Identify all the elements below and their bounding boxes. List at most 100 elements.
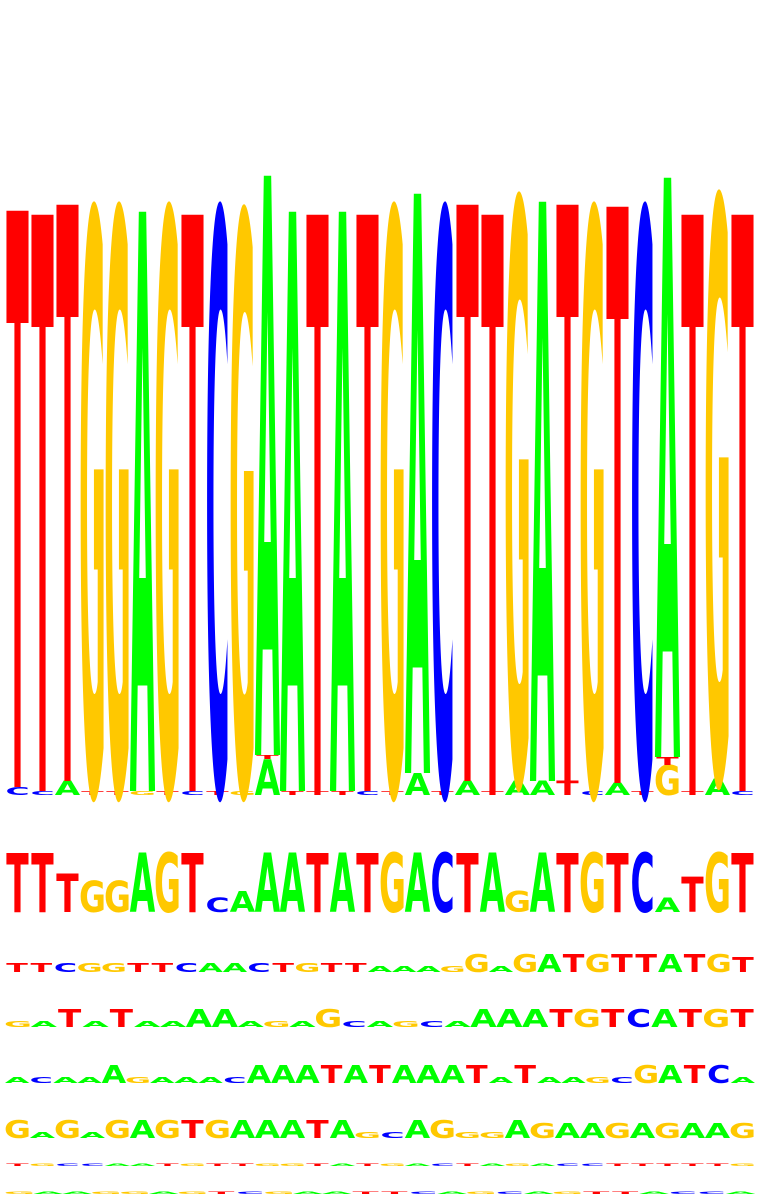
- letter-A: A: [289, 1019, 316, 1029]
- letter-T: T: [563, 949, 585, 978]
- letter-G: G: [479, 1130, 506, 1140]
- letter-T: T: [321, 961, 343, 975]
- letter-G: G: [702, 1005, 730, 1034]
- letter-G: G: [579, 836, 606, 932]
- letter-T: T: [556, 778, 579, 800]
- letter-G: G: [504, 886, 531, 920]
- letter-T: T: [356, 836, 379, 932]
- letter-T: T: [706, 1163, 729, 1167]
- letter-A: A: [230, 886, 256, 920]
- letter-T: T: [481, 790, 503, 797]
- letter-T: T: [127, 961, 149, 975]
- letter-A: A: [437, 1191, 467, 1195]
- letter-T: T: [231, 1163, 254, 1167]
- letter-T: T: [431, 790, 453, 797]
- letter-A: A: [255, 749, 281, 807]
- letter-A: A: [160, 1019, 187, 1029]
- letter-A: A: [367, 1019, 394, 1029]
- letter-C: C: [55, 1163, 79, 1167]
- letter-T: T: [583, 1191, 610, 1195]
- letter-G: G: [585, 949, 611, 978]
- letter-G: G: [704, 836, 731, 932]
- letter-T: T: [306, 58, 329, 978]
- letter-T: T: [681, 1163, 704, 1167]
- letter-T: T: [352, 1191, 379, 1195]
- letter-C: C: [54, 961, 77, 975]
- letter-A: A: [605, 780, 630, 799]
- letter-C: C: [630, 53, 654, 979]
- letter-G: G: [104, 53, 131, 979]
- letter-A: A: [392, 1060, 417, 1089]
- letter-G: G: [254, 1163, 281, 1167]
- letter-G: G: [729, 1163, 756, 1167]
- letter-C: C: [626, 1005, 651, 1034]
- letter-T: T: [56, 48, 79, 968]
- letter-A: A: [280, 1115, 306, 1144]
- letter-C: C: [80, 1163, 104, 1167]
- letter-C: C: [5, 785, 29, 798]
- letter-T: T: [514, 1060, 536, 1089]
- letter-C: C: [580, 1163, 604, 1167]
- letter-A: A: [630, 1120, 656, 1143]
- letter-G: G: [104, 1115, 131, 1144]
- letter-T: T: [681, 790, 703, 797]
- letter-A: A: [537, 949, 562, 978]
- letter-A: A: [322, 1191, 352, 1195]
- letter-C: C: [669, 1191, 697, 1195]
- letter-G: G: [125, 1076, 151, 1085]
- letter-T: T: [456, 1163, 479, 1167]
- letter-G: G: [4, 1019, 32, 1029]
- letter-G: G: [706, 949, 732, 978]
- letter-A: A: [480, 1163, 505, 1167]
- letter-A: A: [470, 1005, 496, 1034]
- letter-G: G: [654, 756, 681, 805]
- letter-A: A: [530, 836, 555, 932]
- letter-T: T: [58, 1005, 82, 1034]
- letter-A: A: [105, 1163, 130, 1167]
- letter-A: A: [62, 1191, 92, 1195]
- letter-A: A: [480, 836, 505, 932]
- letter-A: A: [280, 836, 305, 932]
- letter-T: T: [611, 949, 633, 978]
- letter-G: G: [704, 41, 731, 967]
- letter-A: A: [255, 1115, 281, 1144]
- letter-A: A: [705, 775, 731, 801]
- letter-C: C: [30, 1076, 53, 1085]
- letter-T: T: [272, 961, 294, 975]
- letter-T: T: [30, 961, 52, 975]
- letter-T: T: [6, 836, 29, 932]
- letter-T: T: [56, 864, 78, 925]
- letter-A: A: [31, 1019, 58, 1029]
- letter-G: G: [229, 58, 256, 978]
- letter-C: C: [342, 1019, 367, 1029]
- letter-A: A: [489, 965, 514, 974]
- letter-A: A: [405, 836, 430, 932]
- letter-T: T: [684, 949, 706, 978]
- letter-A: A: [186, 1005, 212, 1034]
- letter-A: A: [651, 1005, 677, 1034]
- letter-C: C: [419, 1019, 444, 1029]
- letter-G: G: [154, 53, 181, 979]
- letter-A: A: [130, 836, 155, 932]
- letter-A: A: [530, 43, 556, 969]
- letter-T: T: [356, 58, 379, 978]
- letter-G: G: [392, 1019, 420, 1029]
- letter-A: A: [658, 949, 683, 978]
- letter-T: T: [681, 868, 703, 924]
- letter-T: T: [481, 58, 504, 978]
- letter-A: A: [655, 19, 681, 945]
- letter-C: C: [380, 1130, 404, 1140]
- letter-G: G: [179, 1163, 206, 1167]
- letter-T: T: [631, 1163, 654, 1167]
- letter-T: T: [681, 58, 704, 978]
- letter-A: A: [330, 1115, 356, 1144]
- letter-G: G: [77, 961, 103, 975]
- letter-T: T: [656, 755, 679, 768]
- letter-G: G: [263, 1019, 291, 1029]
- letter-T: T: [106, 790, 128, 797]
- letter-C: C: [630, 836, 654, 932]
- letter-A: A: [198, 1076, 223, 1085]
- letter-G: G: [429, 1115, 456, 1144]
